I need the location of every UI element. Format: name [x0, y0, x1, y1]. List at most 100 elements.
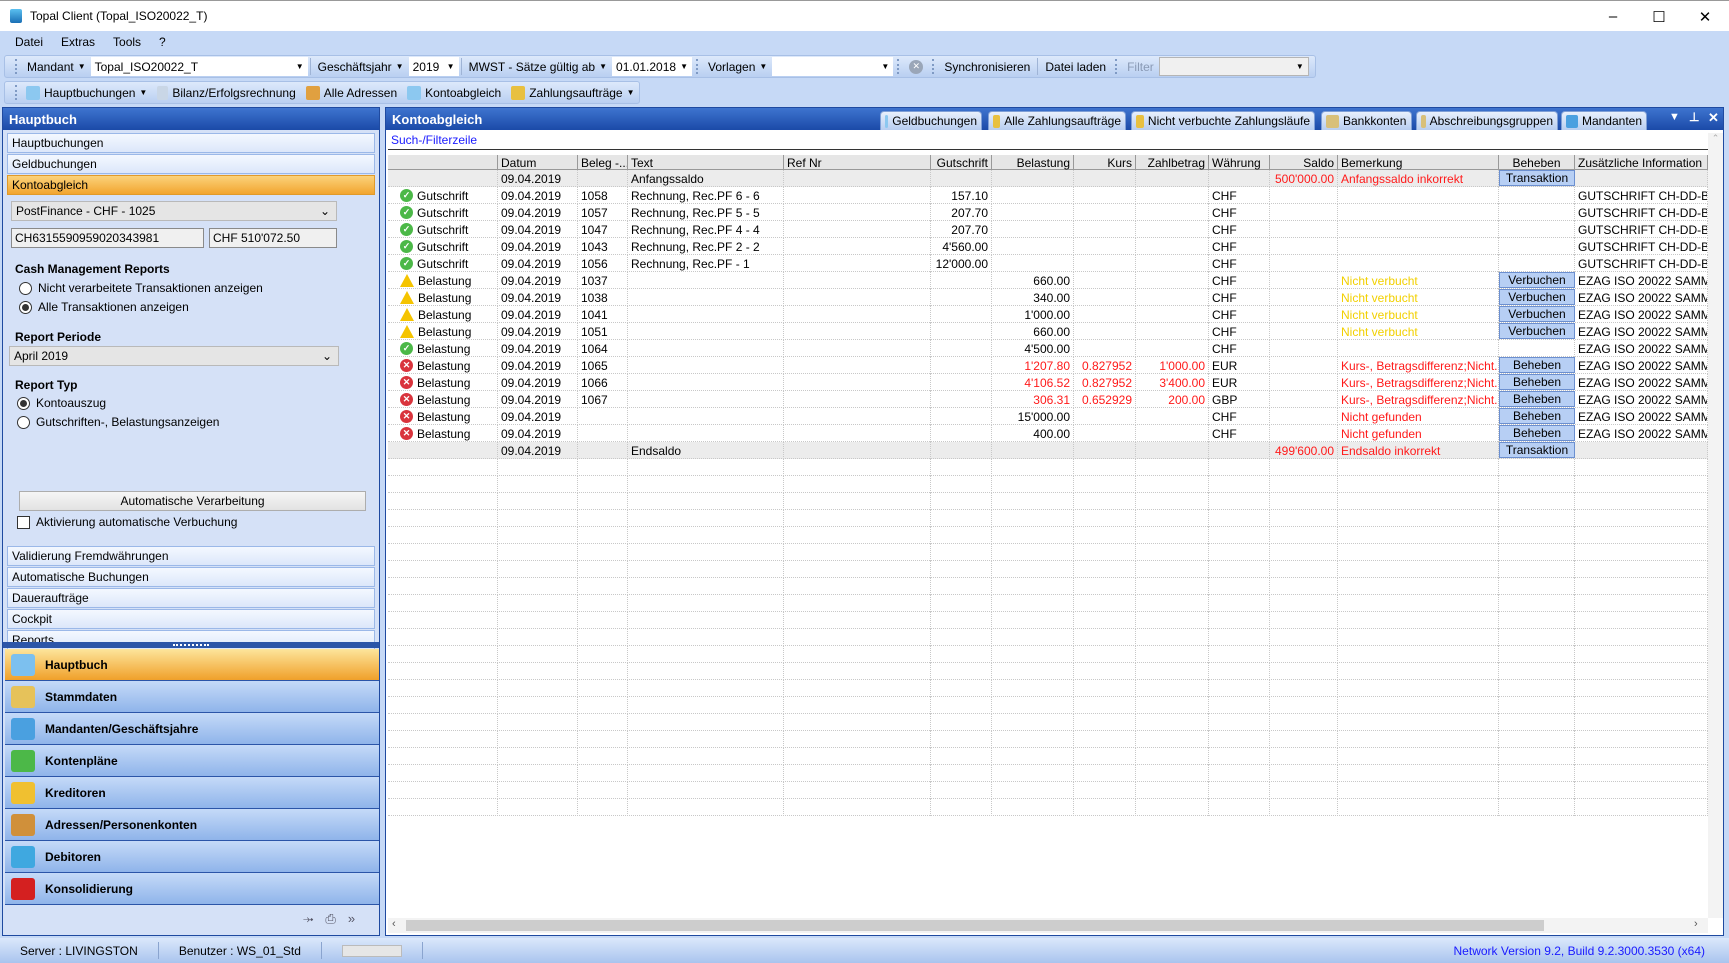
- beheben-button[interactable]: Beheben: [1499, 425, 1575, 441]
- cancel-button[interactable]: ✕: [904, 56, 928, 77]
- horizontal-scrollbar[interactable]: ‹ ›: [388, 918, 1708, 933]
- tab[interactable]: Alle Zahlungsaufträge: [988, 111, 1126, 130]
- chevron-up-icon[interactable]: ⌃: [1711, 133, 1720, 143]
- hauptbuchungen-button[interactable]: Hauptbuchungen ▼: [21, 82, 152, 103]
- menu-extras[interactable]: Extras: [61, 35, 96, 49]
- vorlagen-combo[interactable]: ▼: [772, 57, 894, 76]
- table-row[interactable]: Belastung 09.04.2019 1041 1'000.00 CHF Nicht …: [388, 306, 1708, 323]
- column-header[interactable]: Kurs: [1074, 155, 1136, 170]
- pin-icon[interactable]: ⊥: [1689, 110, 1700, 124]
- dropdown-icon[interactable]: ▼: [1669, 111, 1680, 123]
- menu-help[interactable]: ?: [159, 35, 166, 49]
- transaktion-button[interactable]: Transaktion: [1499, 442, 1575, 458]
- chevron-double-right-icon[interactable]: »: [347, 911, 356, 926]
- column-header[interactable]: Währung: [1209, 155, 1270, 170]
- column-header[interactable]: Bemerkung: [1338, 155, 1499, 170]
- table-row[interactable]: Belastung 09.04.2019 1051 660.00 CHF Nicht ve…: [388, 323, 1708, 340]
- radio-anzeigen[interactable]: Gutschriften-, Belastungsanzeigen: [17, 415, 219, 429]
- kontoabgleich-button[interactable]: Kontoabgleich: [402, 82, 506, 103]
- menu-datei[interactable]: Datei: [15, 35, 44, 49]
- transaktion-button[interactable]: Transaktion: [1499, 170, 1575, 186]
- configure-icon[interactable]: ⤞: [303, 911, 314, 926]
- column-header[interactable]: Saldo: [1270, 155, 1338, 170]
- table-row[interactable]: ✓ Gutschrift 09.04.2019 1043 Rechnung, Rec.P…: [388, 238, 1708, 255]
- sync-button[interactable]: Synchronisieren: [944, 59, 1031, 74]
- vorlagen-dropdown[interactable]: Vorlagen ▼: [703, 56, 772, 77]
- account-select[interactable]: PostFinance - CHF - 1025 ⌄: [11, 201, 337, 221]
- mandant-dropdown[interactable]: Mandant ▼: [22, 56, 91, 77]
- tab[interactable]: Mandanten: [1561, 111, 1647, 130]
- table-row[interactable]: ✓ Belastung 09.04.2019 1064 4'500.00 CHF EZAG …: [388, 340, 1708, 357]
- tab[interactable]: Abschreibungsgruppen: [1416, 111, 1558, 130]
- module-button[interactable]: Adressen/Personenkonten: [5, 809, 379, 841]
- nav-item[interactable]: Hauptbuchungen: [7, 133, 375, 153]
- bilanz-button[interactable]: Bilanz/Erfolgsrechnung: [152, 82, 300, 103]
- column-header[interactable]: [388, 155, 498, 170]
- table-row[interactable]: Belastung 09.04.2019 1038 340.00 CHF Nicht ve…: [388, 289, 1708, 306]
- chevron-right-icon[interactable]: ›: [1694, 918, 1698, 930]
- auto-book-checkbox[interactable]: Aktivierung automatische Verbuchung: [17, 515, 237, 529]
- filter-combo[interactable]: ▼: [1158, 57, 1309, 76]
- beheben-button[interactable]: Beheben: [1499, 357, 1575, 373]
- nav-item[interactable]: Automatische Buchungen: [7, 567, 375, 587]
- iban-field[interactable]: CH6315590959020343981: [11, 228, 204, 248]
- radio-kontoauszug[interactable]: Kontoauszug: [17, 396, 106, 410]
- balance-field[interactable]: CHF 510'072.50: [209, 228, 337, 248]
- year-combo[interactable]: 2019 ▼: [408, 57, 459, 76]
- table-row[interactable]: ✕ Belastung 09.04.2019 400.00 CHF Nicht gefun…: [388, 425, 1708, 442]
- table-row[interactable]: 09.04.2019 Anfangssaldo 500'000.00 Anfangss…: [388, 170, 1708, 187]
- toolbar-grip[interactable]: [15, 59, 18, 74]
- table-row[interactable]: ✕ Belastung 09.04.2019 1066 4'106.52 0.827952…: [388, 374, 1708, 391]
- tab[interactable]: Geldbuchungen: [880, 111, 982, 130]
- load-file-button[interactable]: Datei laden: [1045, 59, 1107, 74]
- nav-item[interactable]: Daueraufträge: [7, 588, 375, 608]
- beheben-button[interactable]: Beheben: [1499, 391, 1575, 407]
- nav-item[interactable]: Validierung Fremdwährungen: [7, 546, 375, 566]
- module-button[interactable]: Hauptbuch: [5, 649, 379, 681]
- table-row[interactable]: Belastung 09.04.2019 1037 660.00 CHF Nicht ve…: [388, 272, 1708, 289]
- tab[interactable]: Bankkonten: [1321, 111, 1412, 130]
- alle-adressen-button[interactable]: Alle Adressen: [301, 82, 402, 103]
- vertical-scrollbar[interactable]: ⌃: [1708, 133, 1723, 918]
- column-header[interactable]: Datum: [498, 155, 578, 170]
- radio-all-transactions[interactable]: Alle Transaktionen anzeigen: [19, 300, 189, 314]
- chevron-left-icon[interactable]: ‹: [392, 918, 396, 930]
- printer-icon[interactable]: ⎙: [325, 911, 336, 926]
- table-row[interactable]: ✓ Gutschrift 09.04.2019 1047 Rechnung, Rec.P…: [388, 221, 1708, 238]
- verbuchen-button[interactable]: Verbuchen: [1499, 323, 1575, 339]
- nav-item[interactable]: Cockpit: [7, 609, 375, 629]
- mwst-dropdown[interactable]: MWST - Sätze gültig ab ▼: [464, 56, 612, 77]
- table-row[interactable]: ✕ Belastung 09.04.2019 15'000.00 CHF Nicht ge…: [388, 408, 1708, 425]
- column-header[interactable]: Ref Nr: [784, 155, 931, 170]
- table-row[interactable]: ✕ Belastung 09.04.2019 1067 306.31 0.652929 20…: [388, 391, 1708, 408]
- table-row[interactable]: 09.04.2019 Endsaldo 499'600.00 Endsaldo ink…: [388, 442, 1708, 459]
- close-button[interactable]: ✕: [1698, 8, 1712, 26]
- verbuchen-button[interactable]: Verbuchen: [1499, 272, 1575, 288]
- module-button[interactable]: Kontenpläne: [5, 745, 379, 777]
- column-header[interactable]: Beheben: [1499, 155, 1575, 170]
- maximize-button[interactable]: ☐: [1652, 8, 1666, 26]
- beheben-button[interactable]: Beheben: [1499, 374, 1575, 390]
- minimize-button[interactable]: –: [1608, 8, 1618, 25]
- column-header[interactable]: Belastung: [992, 155, 1074, 170]
- radio-unprocessed[interactable]: Nicht verarbeitete Transaktionen anzeige…: [19, 281, 263, 295]
- nav-item[interactable]: Kontoabgleich: [7, 175, 375, 195]
- table-row[interactable]: ✓ Gutschrift 09.04.2019 1058 Rechnung, Rec.P…: [388, 187, 1708, 204]
- close-icon[interactable]: ✕: [1708, 110, 1719, 125]
- column-header[interactable]: Zahlbetrag: [1136, 155, 1209, 170]
- module-button[interactable]: Kreditoren: [5, 777, 379, 809]
- year-dropdown[interactable]: Geschäftsjahr ▼: [313, 56, 409, 77]
- beheben-button[interactable]: Beheben: [1499, 408, 1575, 424]
- column-header[interactable]: Text: [628, 155, 784, 170]
- column-header[interactable]: Gutschrift: [931, 155, 992, 170]
- module-button[interactable]: Konsolidierung: [5, 873, 379, 905]
- filter-row[interactable]: Such-/Filterzeile: [388, 133, 1708, 150]
- table-row[interactable]: ✓ Gutschrift 09.04.2019 1057 Rechnung, Rec.P…: [388, 204, 1708, 221]
- table-row[interactable]: ✕ Belastung 09.04.2019 1065 1'207.80 0.827952…: [388, 357, 1708, 374]
- auto-process-button[interactable]: Automatische Verarbeitung: [19, 491, 366, 511]
- splitter-handle[interactable]: [3, 642, 379, 648]
- module-button[interactable]: Debitoren: [5, 841, 379, 873]
- zahlungsauftraege-button[interactable]: Zahlungsaufträge ▼: [506, 82, 639, 103]
- menu-tools[interactable]: Tools: [113, 35, 142, 49]
- mandant-combo[interactable]: Topal_ISO20022_T ▼: [90, 57, 308, 76]
